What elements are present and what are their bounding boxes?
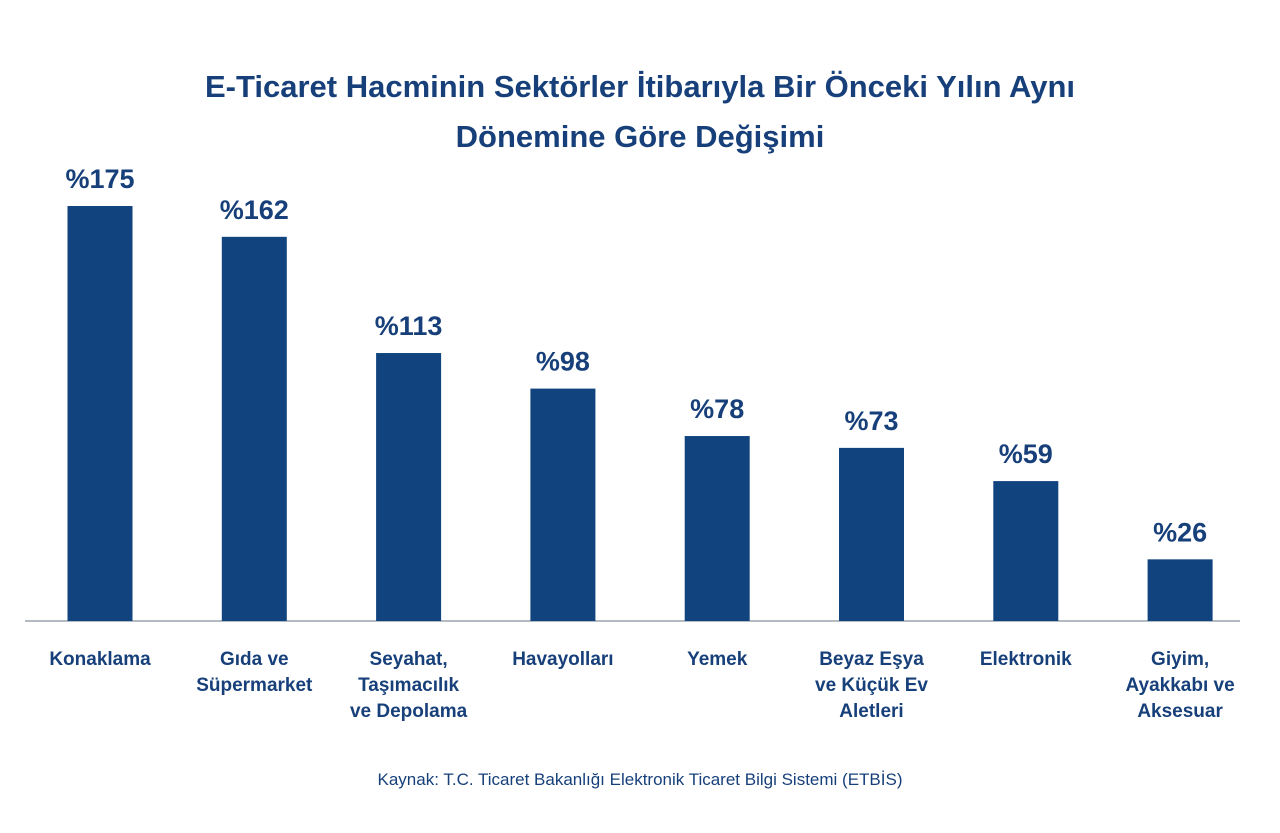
category-label-line: ve Küçük Ev: [815, 675, 928, 696]
category-label-line: Havayolları: [512, 649, 613, 670]
category-label-line: Ayakkabı ve: [1126, 675, 1235, 696]
value-label-3: %113: [375, 311, 443, 341]
chart-title-line-2: Dönemine Göre Değişimi: [455, 119, 825, 154]
value-label-4: %98: [536, 347, 590, 377]
category-label-line: Süpermarket: [196, 675, 313, 696]
value-labels-group: %175 %162 %113 %98 %78 %73 %59 %26: [65, 164, 1207, 547]
category-label-7: Elektronik: [980, 649, 1072, 670]
category-label-line: Aletleri: [839, 701, 903, 722]
category-label-line: Giyim,: [1151, 649, 1209, 670]
chart-title-line-1: E-Ticaret Hacminin Sektörler İtibarıyla …: [204, 69, 1076, 104]
bars-group: [67, 206, 1213, 622]
value-label-6: %73: [844, 406, 898, 436]
value-label-7: %59: [999, 439, 1053, 469]
category-label-8: Giyim, Ayakkabı ve Aksesuar: [1126, 649, 1235, 722]
value-label-2: %162: [220, 195, 289, 225]
value-label-1: %175: [65, 164, 134, 194]
bar-4: [530, 388, 596, 621]
category-label-line: Konaklama: [49, 649, 151, 670]
category-label-5: Yemek: [687, 649, 748, 670]
category-label-4: Havayolları: [512, 649, 613, 670]
category-label-6: Beyaz Eşya ve Küçük Ev Aletleri: [815, 649, 928, 722]
category-label-line: Yemek: [687, 649, 748, 670]
category-label-1: Konaklama: [49, 649, 151, 670]
value-label-5: %78: [690, 394, 744, 424]
bar-2: [221, 236, 287, 622]
category-label-line: Seyahat,: [370, 649, 448, 670]
category-label-line: Elektronik: [980, 649, 1072, 670]
bar-5: [684, 436, 750, 621]
bar-3: [376, 353, 442, 621]
bar-7: [993, 481, 1059, 621]
source-note: Kaynak: T.C. Ticaret Bakanlığı Elektroni…: [377, 770, 903, 789]
bar-6: [839, 447, 904, 621]
category-label-line: Aksesuar: [1137, 701, 1223, 722]
category-label-3: Seyahat, Taşımacılık ve Depolama: [350, 649, 468, 722]
value-label-8: %26: [1153, 517, 1207, 547]
category-labels-group: Konaklama Gıda ve Süpermarket Seyahat, Taşım…: [49, 649, 1234, 722]
bar-1: [67, 206, 133, 621]
chart-title: E-Ticaret Hacminin Sektörler İtibarıyla …: [0, 62, 1280, 162]
bar-8: [1147, 559, 1213, 621]
category-label-line: Beyaz Eşya: [819, 649, 924, 670]
category-label-2: Gıda ve Süpermarket: [196, 649, 313, 696]
category-label-line: ve Depolama: [350, 701, 468, 722]
category-label-line: Gıda ve: [220, 649, 289, 670]
category-label-line: Taşımacılık: [358, 675, 459, 696]
